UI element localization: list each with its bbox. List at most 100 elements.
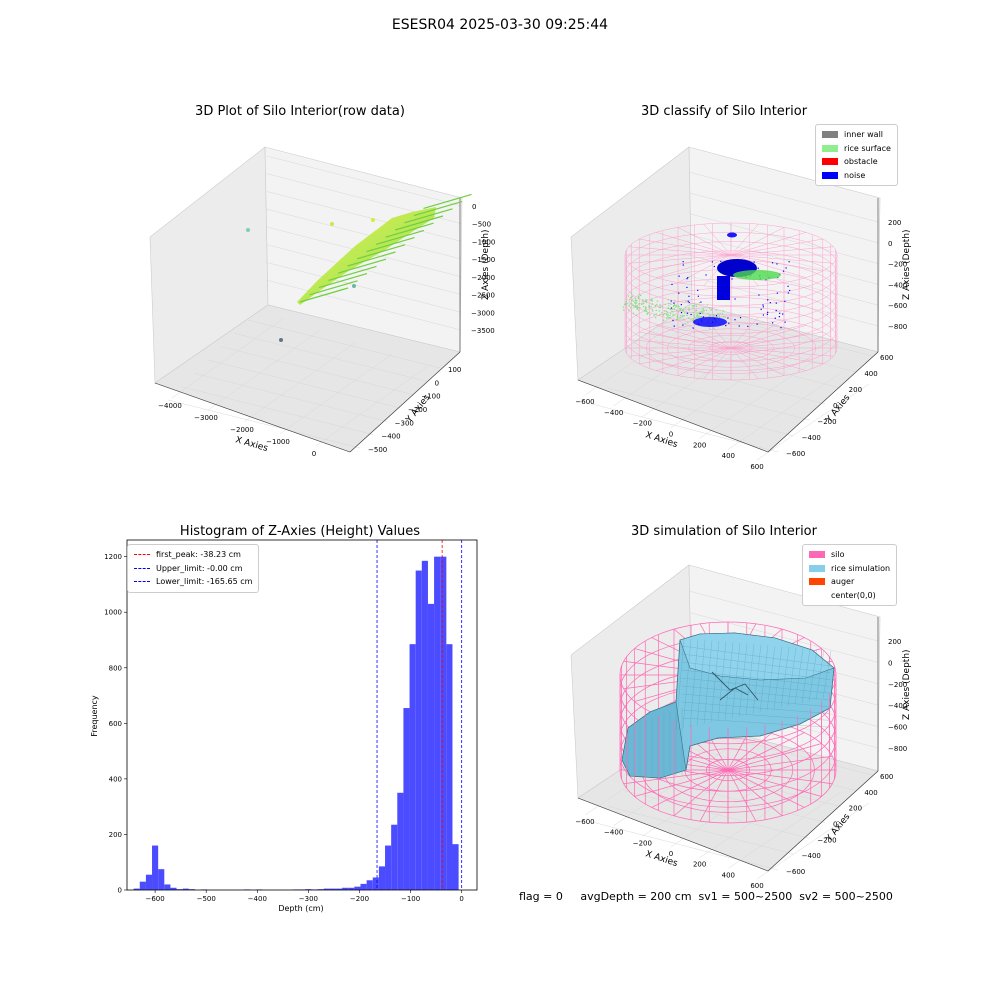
rice-surface-point — [668, 316, 670, 319]
histogram-bar — [329, 888, 336, 890]
rice-surface-point — [713, 314, 715, 317]
rice-surface-point — [633, 305, 635, 307]
surface-mesh-line — [731, 642, 741, 719]
rice-surface-point — [691, 305, 693, 307]
grid-line — [688, 213, 879, 264]
rice-surface-point — [668, 305, 670, 307]
rice-surface-point — [699, 316, 702, 318]
surface-mesh-line — [681, 653, 831, 673]
silo-floor-spoke — [673, 769, 729, 817]
noise-point — [713, 265, 715, 268]
rice-surface-point — [642, 300, 644, 302]
rice-surface-point — [638, 293, 640, 296]
rice-surface-point — [656, 303, 658, 305]
axis-tick-label: −500 — [472, 221, 491, 229]
rice-surface-point — [630, 292, 633, 294]
surface-mesh-line — [815, 649, 825, 701]
axis-tick-label: 0 — [472, 203, 476, 211]
classify-legend: inner wall rice surface obstacle noise — [815, 124, 898, 186]
rice-surface-point — [672, 311, 674, 313]
rice-surface-point — [647, 312, 649, 314]
noise-point — [767, 311, 769, 313]
rice-surface-point — [661, 312, 663, 314]
histogram-bar — [145, 874, 153, 890]
noise-point — [702, 316, 704, 318]
noise-point — [715, 315, 718, 317]
histogram-bar — [133, 888, 140, 890]
surface-mesh-line — [681, 645, 831, 667]
raw-3d-axes — [149, 146, 463, 453]
rice-surface-point — [722, 310, 724, 312]
surface-mesh-line — [724, 642, 734, 720]
silo-floor-spoke — [639, 331, 732, 349]
noise-point — [670, 300, 672, 302]
rice-surface-point — [693, 315, 695, 318]
silo-top-spoke — [639, 254, 732, 272]
rice-surface-point — [678, 306, 680, 308]
rice-surface-point — [648, 306, 650, 308]
rice-surface-point — [684, 323, 686, 325]
silo-floor-spoke — [727, 769, 833, 785]
silo-top-spoke — [655, 254, 732, 278]
legend-swatch — [809, 591, 825, 599]
rice-surface-point — [695, 309, 697, 311]
rice-surface-point — [695, 304, 697, 306]
legend-line — [134, 581, 150, 583]
grid-line — [266, 262, 462, 313]
grid-line — [266, 208, 462, 260]
surface-mesh-line — [717, 641, 727, 722]
histogram-bar — [385, 845, 392, 890]
rice-surface-point — [651, 309, 653, 311]
silo-top-spoke — [730, 232, 807, 256]
silo-top-spoke — [730, 246, 834, 256]
grid-line — [728, 792, 841, 869]
noise-point — [738, 325, 740, 327]
rice-surface-point — [650, 299, 652, 301]
axis-tick-label: −200 — [817, 836, 836, 844]
axis-tick-label: 400 — [722, 452, 735, 460]
rice-surface-point — [654, 304, 657, 307]
rice-surface-point — [718, 316, 721, 319]
rice-surface-point — [667, 314, 669, 316]
rice-surface-point — [697, 316, 699, 318]
histogram-bar — [415, 570, 422, 890]
rice-surface-point — [677, 305, 679, 307]
legend-item-first-peak: first_peak: -38.23 cm — [134, 548, 252, 562]
surface-mesh-line — [780, 646, 790, 708]
silo-floor-spoke — [623, 769, 729, 785]
grid-line — [623, 790, 810, 839]
rice-surface-point — [632, 304, 634, 306]
raw-zlabel: Z Axies (Depth) — [481, 229, 491, 300]
rice-surface-point — [645, 300, 647, 302]
histogram-bar — [440, 556, 447, 890]
x-tick-label: −300 — [299, 895, 318, 903]
noise-point — [727, 317, 729, 319]
rice-surface-point — [645, 301, 648, 304]
noise-point — [688, 301, 690, 304]
histogram-bar — [176, 889, 183, 890]
silo-floor-ring — [688, 334, 774, 362]
noise-point — [756, 323, 758, 325]
silo-top-spoke — [677, 227, 732, 256]
axis-tick-label: −2000 — [230, 426, 254, 434]
grid-line — [623, 371, 810, 421]
noise-point — [788, 261, 790, 263]
histogram-bar — [372, 877, 379, 890]
legend-line — [134, 554, 150, 556]
rice-surface-point — [676, 316, 678, 318]
rice-surface-point — [639, 307, 641, 309]
noise-point — [711, 261, 713, 263]
silo-floor-spoke — [730, 320, 785, 349]
noise-point — [776, 292, 778, 294]
noise-point — [780, 327, 782, 329]
legend-swatch — [809, 578, 825, 586]
rice-surface-point — [675, 304, 677, 306]
rice-surface-point — [695, 315, 698, 317]
rice-surface-point — [688, 307, 690, 309]
histogram-bar — [403, 708, 410, 890]
histogram-bar — [378, 866, 386, 890]
axis-tick-label: −800 — [888, 745, 907, 753]
surface-mesh-line — [681, 709, 831, 721]
rice-surface-point — [692, 319, 694, 321]
axis-tick-label: 0 — [888, 659, 892, 667]
